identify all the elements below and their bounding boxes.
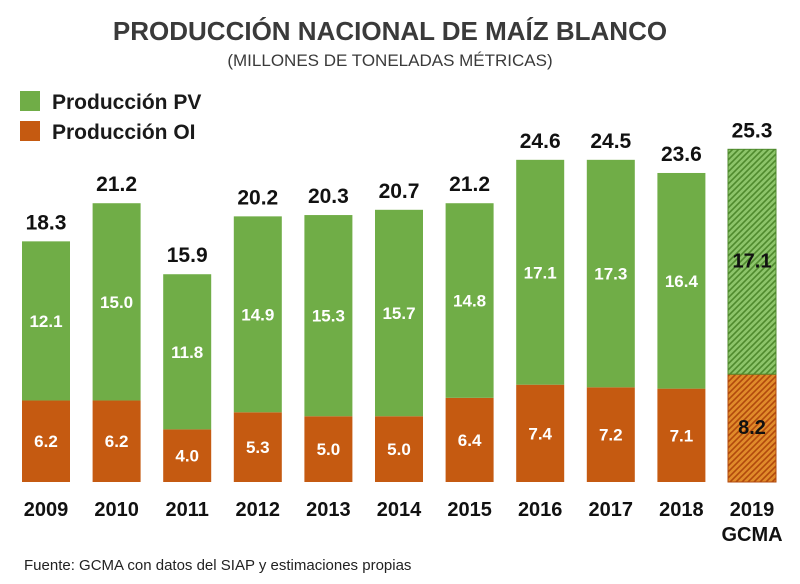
- label-oi-2016: 7.4: [528, 424, 552, 443]
- bar-oi-2018: [657, 388, 706, 482]
- bar-oi-2012: [233, 412, 282, 482]
- tick-label-2017: 2017: [589, 499, 634, 521]
- bar-oi-2016: [516, 384, 565, 482]
- bar-pv-2012: [233, 216, 282, 413]
- label-pv-2012: 14.9: [241, 305, 274, 324]
- tick-sublabel-2019: GCMA: [721, 524, 782, 546]
- label-total-2016: 24.6: [520, 130, 561, 153]
- label-oi-2013: 5.0: [317, 440, 341, 459]
- label-pv-2015: 14.8: [453, 292, 486, 311]
- label-oi-2019: 8.2: [738, 417, 766, 439]
- tick-label-2012: 2012: [236, 499, 281, 521]
- label-pv-2016: 17.1: [524, 263, 557, 282]
- label-oi-2018: 7.1: [670, 426, 694, 445]
- label-pv-2018: 16.4: [665, 272, 699, 291]
- bar-oi-2019: [727, 373, 777, 483]
- bar-pv-2011: [163, 274, 212, 430]
- label-oi-2017: 7.2: [599, 426, 623, 445]
- bar-oi-2013: [304, 416, 353, 482]
- label-pv-2019: 17.1: [733, 251, 772, 273]
- bar-oi-2015: [445, 397, 494, 482]
- chart-subtitle: (MILLONES DE TONELADAS MÉTRICAS): [227, 51, 552, 70]
- label-total-2019: 25.3: [732, 119, 773, 142]
- label-pv-2009: 12.1: [29, 312, 62, 331]
- tick-label-2011: 2011: [166, 499, 209, 521]
- bar-oi-2010: [92, 400, 141, 482]
- label-oi-2012: 5.3: [246, 438, 270, 457]
- source-note: Fuente: GCMA con datos del SIAP y estima…: [24, 557, 411, 574]
- label-oi-2011: 4.0: [175, 447, 199, 466]
- label-pv-2010: 15.0: [100, 293, 133, 312]
- label-total-2009: 18.3: [26, 211, 67, 234]
- bar-pv-2014: [375, 209, 423, 417]
- bar-oi-2009: [22, 400, 70, 482]
- label-total-2013: 20.3: [308, 185, 349, 208]
- label-total-2011: 15.9: [167, 244, 208, 267]
- tick-label-2010: 2010: [94, 499, 139, 521]
- label-total-2014: 20.7: [379, 180, 420, 203]
- label-total-2010: 21.2: [96, 173, 137, 196]
- bar-pv-2010: [92, 203, 141, 401]
- label-total-2012: 20.2: [237, 186, 278, 209]
- label-pv-2017: 17.3: [594, 265, 627, 284]
- tick-label-2019: 2019: [730, 499, 775, 521]
- label-oi-2014: 5.0: [387, 440, 411, 459]
- bar-pv-2016: [516, 159, 565, 385]
- tick-label-2013: 2013: [306, 499, 351, 521]
- label-total-2017: 24.5: [590, 130, 631, 153]
- bar-pv-2009: [22, 241, 70, 401]
- bar-pv-2019: [727, 148, 777, 375]
- bars-group: 6.2 12.1 18.3 2009 6.2 15.0 21.2 2010 4.0 11.8 15.…: [22, 119, 783, 546]
- label-pv-2014: 15.7: [382, 304, 415, 323]
- legend-swatch-pv: [20, 91, 40, 111]
- legend-swatch-oi: [20, 121, 40, 141]
- tick-label-2014: 2014: [377, 499, 422, 521]
- label-pv-2011: 11.8: [171, 343, 203, 362]
- label-total-2018: 23.6: [661, 143, 702, 166]
- legend-label-oi: Producción OI: [52, 121, 196, 144]
- legend-label-pv: Producción PV: [52, 91, 201, 114]
- bar-oi-2011: [163, 429, 212, 482]
- bar-oi-2017: [586, 387, 635, 482]
- tick-label-2016: 2016: [518, 499, 563, 521]
- chart-title: PRODUCCIÓN NACIONAL DE MAÍZ BLANCO: [113, 16, 667, 46]
- legend: Producción PV Producción OI: [20, 91, 201, 144]
- bar-oi-2014: [375, 416, 423, 482]
- label-total-2015: 21.2: [449, 173, 490, 196]
- tick-label-2018: 2018: [659, 499, 704, 521]
- bar-pv-2015: [445, 203, 494, 398]
- label-pv-2013: 15.3: [312, 307, 345, 326]
- bar-pv-2013: [304, 215, 353, 417]
- bar-pv-2017: [586, 159, 635, 388]
- label-oi-2015: 6.4: [458, 431, 482, 450]
- label-oi-2009: 6.2: [34, 432, 58, 451]
- label-oi-2010: 6.2: [105, 432, 129, 451]
- tick-label-2015: 2015: [447, 499, 492, 521]
- tick-label-2009: 2009: [24, 499, 69, 521]
- bar-pv-2018: [657, 172, 706, 389]
